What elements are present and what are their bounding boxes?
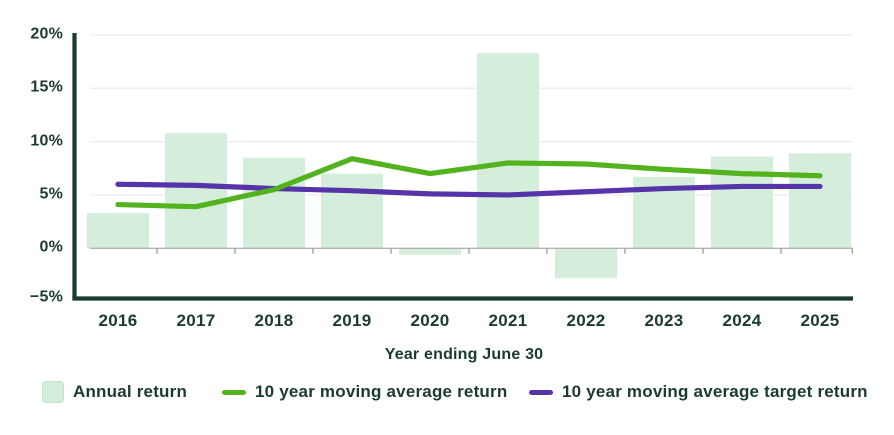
x-tick-label: 2019 bbox=[332, 311, 372, 330]
moving-average-return-line bbox=[115, 156, 823, 210]
moving-average-return-swatch bbox=[222, 389, 246, 395]
legend-item-target-return: 10 year moving average target return bbox=[529, 379, 868, 405]
y-tick-label: 20% bbox=[30, 25, 63, 43]
x-tick-label: 2025 bbox=[800, 311, 840, 330]
legend: Annual return 10 year moving average ret… bbox=[0, 379, 894, 405]
x-tick-label: 2017 bbox=[176, 311, 216, 330]
x-tick-label: 2024 bbox=[722, 311, 762, 330]
legend-item-annual-return: Annual return bbox=[42, 379, 187, 405]
bar-2019 bbox=[321, 173, 383, 249]
y-tick-label: 15% bbox=[30, 78, 63, 96]
bar-2021 bbox=[477, 53, 539, 249]
x-tick-label: 2023 bbox=[644, 311, 684, 330]
y-tick-label: 10% bbox=[30, 132, 63, 150]
x-tick-label: 2021 bbox=[488, 311, 528, 330]
legend-label-moving-average-return: 10 year moving average return bbox=[255, 382, 508, 401]
target-return-line bbox=[115, 181, 823, 198]
annual-return-swatch bbox=[42, 381, 64, 403]
bar-2020 bbox=[399, 248, 461, 255]
target-return-swatch bbox=[529, 389, 553, 395]
y-tick-label: −5% bbox=[29, 288, 63, 306]
x-tick-label: 2020 bbox=[410, 311, 450, 330]
x-tick-label: 2018 bbox=[254, 311, 294, 330]
y-tick-label: 0% bbox=[39, 238, 63, 256]
y-tick-label: 5% bbox=[39, 185, 63, 203]
legend-label-annual-return: Annual return bbox=[73, 382, 188, 401]
legend-item-moving-average-return: 10 year moving average return bbox=[222, 379, 507, 405]
bar-2017 bbox=[165, 133, 227, 249]
x-tick-label: 2022 bbox=[566, 311, 606, 330]
x-axis-title: Year ending June 30 bbox=[384, 346, 544, 363]
x-tick-label: 2016 bbox=[98, 311, 138, 330]
legend-label-target-return: 10 year moving average target return bbox=[562, 382, 868, 401]
bar-2025 bbox=[789, 153, 851, 249]
bar-2022 bbox=[555, 248, 617, 279]
bar-2018 bbox=[243, 157, 305, 249]
bar-2016 bbox=[87, 213, 149, 249]
